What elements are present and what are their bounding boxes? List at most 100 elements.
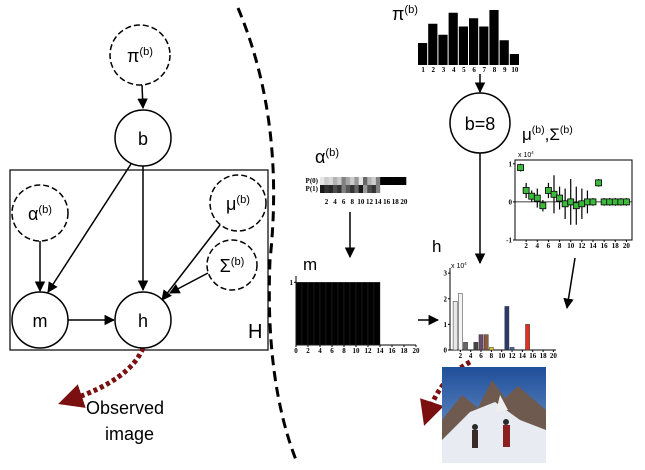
x-tick-label: 7	[483, 66, 487, 74]
cell	[354, 185, 359, 193]
cell	[342, 185, 347, 193]
x-tick-label: 4	[469, 352, 473, 360]
m-label: m	[303, 255, 317, 274]
x-tick-label: 20	[413, 347, 421, 355]
label-part: μ	[226, 194, 236, 214]
bar	[320, 282, 326, 345]
label-part: (b)	[325, 147, 339, 159]
exponent: x 104	[451, 261, 467, 270]
cell	[320, 177, 325, 185]
y-tick-label: 1	[290, 279, 294, 287]
bar	[356, 282, 362, 345]
x-tick-label: 2	[432, 66, 436, 74]
bar	[500, 40, 509, 65]
x-tick-label: 2	[306, 347, 310, 355]
point	[579, 201, 585, 207]
bar	[374, 282, 380, 345]
cell	[385, 177, 390, 185]
x-tick-label: 8	[342, 347, 346, 355]
observed-arrow	[70, 348, 143, 400]
x-tick-label: 8	[493, 66, 497, 74]
bar	[438, 35, 447, 65]
cell	[367, 185, 372, 193]
bar	[368, 282, 374, 345]
cell	[354, 177, 359, 185]
x-tick-label: 2	[524, 242, 528, 250]
y-tick-label: 1	[509, 160, 513, 168]
label-part: α	[28, 204, 38, 224]
cell	[367, 177, 372, 185]
x-tick-label: 2	[325, 198, 329, 206]
bar	[458, 294, 462, 350]
x-tick-label: 4	[452, 66, 456, 74]
point	[590, 199, 596, 205]
bar	[474, 342, 478, 350]
x-tick-label: 16	[529, 352, 537, 360]
x-tick-label: 8	[351, 198, 355, 206]
label-part: π	[392, 4, 404, 24]
x-tick-label: 10	[567, 242, 575, 250]
bar	[459, 27, 468, 66]
bar	[449, 13, 458, 65]
x-tick-label: 6	[547, 242, 551, 250]
x-tick-label: 6	[479, 352, 483, 360]
label-part: h	[138, 311, 148, 331]
x-tick-label: 14	[377, 347, 385, 355]
x-tick-label: 4	[536, 242, 540, 250]
node-label: h	[138, 311, 148, 331]
label-part: μ	[522, 125, 532, 144]
x-tick-label: 8	[558, 242, 562, 250]
x-tick-label: 14	[519, 352, 527, 360]
x-tick-label: 18	[401, 347, 409, 355]
x-tick-label: 4	[333, 198, 337, 206]
cell	[393, 185, 398, 193]
point	[607, 199, 613, 205]
x-tick-label: 6	[330, 347, 334, 355]
cell	[359, 177, 364, 185]
point	[523, 187, 529, 193]
mu-sigma-label: μ(b),Σ(b)	[522, 124, 573, 144]
cell	[333, 177, 338, 185]
point	[601, 199, 607, 205]
node-label: b	[138, 129, 148, 149]
bar	[332, 282, 338, 345]
bar	[362, 282, 368, 345]
label-part: π	[127, 46, 139, 66]
cell	[380, 177, 385, 185]
cell	[324, 185, 329, 193]
x-tick-label: 20	[400, 198, 408, 206]
x-tick-label: 12	[365, 347, 373, 355]
x-tick-label: 14	[590, 242, 598, 250]
cell	[346, 177, 351, 185]
cell	[333, 185, 338, 193]
bar	[326, 282, 332, 345]
bar	[302, 282, 308, 345]
label-part: 4	[531, 150, 534, 155]
cell	[329, 177, 334, 185]
cell	[389, 177, 394, 185]
cell	[346, 185, 351, 193]
bar	[338, 282, 344, 345]
x-tick-label: 20	[623, 242, 631, 250]
cell	[402, 185, 407, 193]
bar	[463, 342, 467, 350]
cell	[397, 185, 402, 193]
b-node-label: b=8	[465, 114, 496, 134]
bar	[525, 324, 529, 350]
x-tick-label: 16	[601, 242, 609, 250]
bar	[350, 282, 356, 345]
cell	[397, 177, 402, 185]
x-tick-label: 9	[503, 66, 507, 74]
x-tick-label: 14	[375, 198, 383, 206]
point	[562, 201, 568, 207]
bar	[469, 18, 478, 65]
y-tick-label: 0	[444, 347, 448, 355]
cell	[320, 185, 325, 193]
x-tick-label: 1	[421, 66, 425, 74]
x-tick-label: 10	[498, 352, 506, 360]
pi-label: π(b)	[392, 4, 418, 24]
cell	[337, 185, 342, 193]
point	[557, 195, 563, 201]
x-tick-label: 16	[383, 198, 391, 206]
cell	[376, 185, 381, 193]
